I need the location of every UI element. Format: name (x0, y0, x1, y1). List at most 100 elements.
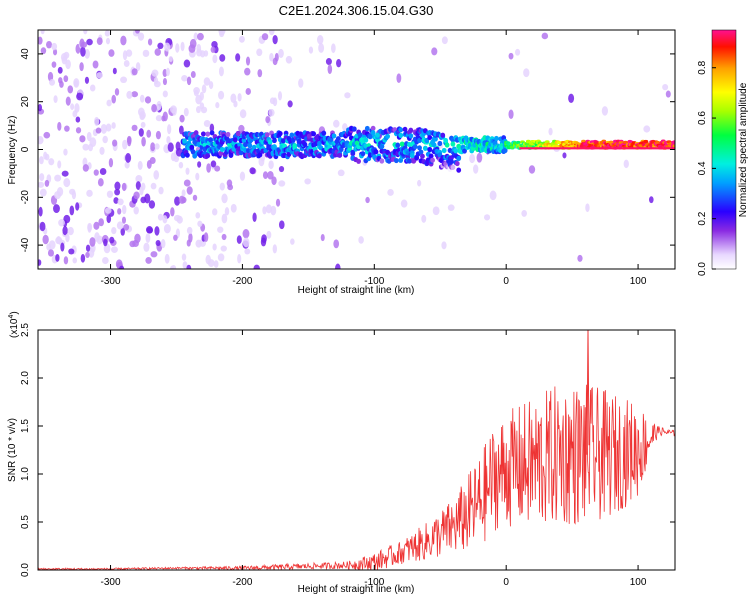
spectrogram-noise-cell (400, 199, 408, 208)
spectrogram-noise-cell (473, 164, 479, 174)
spectrogram-noise-cell (156, 100, 162, 111)
spectrogram-noise-cell (70, 103, 75, 110)
spectrogram-noise-cell (140, 196, 147, 204)
colorbar-tick-label: 0.8 (697, 60, 708, 74)
spectrogram-noise-cell (88, 247, 95, 258)
spectrogram-signal-cell (433, 136, 438, 142)
spectrogram-noise-cell (431, 47, 438, 56)
spectrogram-noise-cell (218, 66, 224, 77)
spectrogram-noise-cell (139, 186, 144, 196)
spectrogram-noise-cell (212, 243, 217, 251)
spectrogram-noise-cell (111, 94, 117, 104)
spectrogram-signal-cell (441, 147, 447, 154)
spectrogram-noise-cell (196, 48, 203, 57)
spectrogram-noise-cell (42, 234, 49, 245)
spectrogram-noise-cell (221, 233, 227, 241)
spectrogram-signal-cell (251, 144, 257, 150)
spectrogram-noise-cell (221, 193, 228, 204)
spectrogram-noise-cell (165, 67, 170, 77)
spectrogram-noise-cell (178, 161, 184, 169)
spectrogram-noise-cell (150, 251, 158, 258)
spectrogram-signal-cell (321, 130, 327, 136)
spectrogram-noise-cell (96, 37, 103, 46)
spectrogram-noise-cell (135, 62, 141, 72)
spectrogram-signal-cell (428, 153, 434, 159)
spectrogram-noise-cell (272, 34, 278, 45)
spectrogram-noise-cell (183, 59, 191, 68)
spectrogram-signal-cell (456, 155, 462, 162)
spectrogram-noise-cell (51, 42, 58, 51)
spectrogram-noise-cell (508, 109, 514, 119)
spectrogram-noise-cell (236, 235, 242, 244)
spectrogram-noise-cell (63, 148, 68, 156)
spectrogram-signal-cell (672, 140, 675, 144)
x-tick-label: 100 (630, 577, 647, 588)
x-tick-label: -300 (101, 276, 121, 287)
spectrogram-noise-cell (45, 153, 50, 161)
spectrogram-noise-cell (157, 42, 164, 50)
spectrogram-signal-cell (190, 149, 196, 155)
spectrogram-noise-cell (113, 197, 119, 204)
spectrogram-noise-cell (139, 94, 145, 103)
snr-y-ticks: 0.0 0.5 1.0 1.5 2.0 2.5 (20, 323, 675, 577)
spectrogram-signal-cell (243, 141, 248, 148)
spectrogram-noise-cell (219, 182, 225, 191)
spectrogram-noise-cell (195, 212, 201, 219)
spectrogram-noise-cell (278, 48, 284, 58)
spectrogram-signal-cell (311, 131, 317, 137)
spectrogram-noise-cell (242, 237, 250, 248)
spectrogram-noise-cell (266, 230, 272, 239)
spectrogram-noise-cell (269, 97, 276, 105)
spectrogram-noise-cell (137, 160, 143, 170)
spectrogram-noise-cell (182, 261, 188, 269)
colorbar-ticks: 0.0 0.2 0.4 0.6 0.8 (697, 60, 716, 276)
spectrogram-noise-cell (469, 153, 476, 164)
spectrogram-noise-cell (421, 214, 427, 223)
spectrogram-noise-cell (65, 233, 70, 243)
x-tick-label: -200 (232, 577, 252, 588)
spectrogram-noise-cell (154, 226, 160, 236)
spectrogram-noise-cell (151, 104, 157, 113)
spectrogram-signal-cell (623, 140, 628, 144)
spectrogram-noise-cell (99, 146, 105, 155)
spectrogram-noise-cell (125, 153, 132, 163)
spectrogram-noise-cell (54, 174, 62, 182)
spectrogram-noise-cell (38, 104, 43, 112)
x-tick-label: -100 (364, 577, 384, 588)
spectrogram-signal-cell (185, 152, 190, 158)
spectrogram-noise-cell (138, 128, 144, 137)
spectrogram-noise-cell (65, 59, 71, 70)
x-tick-label: -300 (101, 577, 121, 588)
spectrogram-noise-cell (111, 122, 116, 129)
spectrogram-noise-cell (476, 152, 483, 163)
spectrogram-noise-cell (215, 102, 220, 109)
spectrogram-noise-cell (523, 68, 530, 78)
spectrogram-noise-cell (154, 143, 160, 150)
spectrogram-noise-cell (106, 190, 114, 199)
x-tick-label: 0 (503, 577, 509, 588)
spectrogram-noise-cell (262, 206, 267, 215)
spectrogram-noise-cell (344, 92, 351, 99)
spectrogram-signal-cell (219, 146, 225, 153)
spectrogram-noise-cell (73, 80, 79, 88)
spectrogram-noise-cell (158, 186, 164, 195)
spectrogram-noise-cell (268, 108, 275, 117)
spectrogram-noise-cell (72, 110, 78, 118)
spectrogram-noise-cell (141, 136, 146, 147)
spectrogram-noise-cell (157, 213, 164, 221)
spectrogram-noise-cell (65, 96, 71, 106)
spectrogram-noise-cell (548, 127, 553, 136)
spectrogram-x-label: Height of straight line (km) (298, 285, 415, 296)
spectrogram-noise-cell (85, 251, 90, 259)
spectrogram-noise-cell (48, 79, 56, 86)
spectrogram-noise-cell (105, 37, 111, 45)
spectrogram-noise-cell (333, 119, 340, 128)
spectrogram-noise-cell (82, 143, 90, 151)
spectrogram-noise-cell (333, 239, 340, 249)
spectrogram-noise-cell (325, 58, 332, 66)
spectrogram-noise-cell (170, 264, 177, 269)
spectrogram-noise-cell (163, 223, 171, 234)
spectrogram-signal-cell (408, 133, 414, 139)
spectrogram-noise-cell (267, 170, 274, 180)
spectrogram-noise-cell (197, 220, 203, 227)
